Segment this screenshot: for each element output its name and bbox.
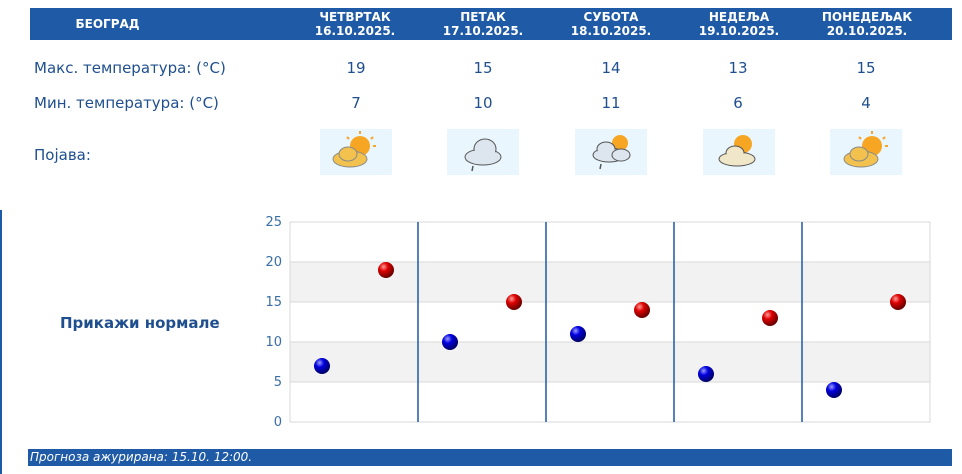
sun-behind-cloud-icon: [830, 129, 902, 175]
min-temp-point: [570, 326, 586, 342]
max-temp-label: Макс. температура: (°C): [34, 59, 226, 77]
sun-behind-cloud-icon: [703, 129, 775, 175]
forecast-header: БЕОГРАД ЧЕТВРТАК 16.10.2025. ПЕТАК 17.10…: [30, 8, 952, 40]
plot-frame: [289, 221, 931, 423]
day-name: ПОНЕДЕЉАК: [821, 10, 913, 24]
city-name: БЕОГРАД: [75, 17, 140, 31]
min-temp-point: [442, 334, 458, 350]
min-temp-point: [698, 366, 714, 382]
min-temp-value: 10: [473, 94, 493, 112]
y-tick-label: 25: [265, 215, 282, 230]
y-tick-label: 5: [274, 375, 282, 390]
min-temp-value: 11: [601, 94, 621, 112]
rain-cloud-icon: [447, 129, 519, 175]
footer-text: Прогноза ажурирана: 15.10. 12:00.: [30, 450, 253, 464]
max-temp-value: 13: [728, 59, 748, 77]
sun-cloud-rain-icon: [575, 129, 647, 175]
y-tick-label: 10: [265, 335, 282, 350]
day-header-5: ПОНЕДЕЉАК 20.10.2025.: [802, 8, 932, 40]
min-temp-point: [826, 382, 842, 398]
sun-behind-cloud-icon: [320, 129, 392, 175]
max-temp-point: [762, 310, 778, 326]
min-temp-value: 7: [351, 94, 361, 112]
day-header-1: ЧЕТВРТАК 16.10.2025.: [290, 8, 420, 40]
min-temp-value: 6: [733, 94, 743, 112]
day-date: 17.10.2025.: [442, 24, 524, 38]
max-temp-value: 15: [473, 59, 493, 77]
max-temp-point: [890, 294, 906, 310]
left-border: [0, 210, 2, 474]
y-tick-label: 20: [265, 255, 282, 270]
max-temp-value: 15: [856, 59, 876, 77]
min-temp-label: Мин. температура: (°C): [34, 94, 219, 112]
day-name: НЕДЕЉА: [708, 10, 770, 24]
day-header-3: СУБОТА 18.10.2025.: [546, 8, 676, 40]
min-temp-value: 4: [861, 94, 871, 112]
day-name: ЧЕТВРТАК: [319, 10, 391, 24]
grid-band: [290, 342, 930, 382]
day-name: ПЕТАК: [460, 10, 506, 24]
grid-band: [290, 262, 930, 302]
day-date: 20.10.2025.: [826, 24, 908, 38]
max-temp-value: 14: [601, 59, 621, 77]
forecast-updated-footer: Прогноза ажурирана: 15.10. 12:00.: [28, 449, 952, 466]
y-tick-label: 0: [274, 415, 282, 428]
max-temp-value: 19: [346, 59, 366, 77]
weather-label: Појава:: [34, 146, 91, 164]
day-header-4: НЕДЕЉА 19.10.2025.: [674, 8, 804, 40]
day-date: 16.10.2025.: [314, 24, 396, 38]
show-normals-link[interactable]: Прикажи нормале: [60, 314, 220, 332]
min-temp-point: [314, 358, 330, 374]
day-date: 18.10.2025.: [570, 24, 652, 38]
max-temp-point: [378, 262, 394, 278]
max-temp-point: [634, 302, 650, 318]
day-header-2: ПЕТАК 17.10.2025.: [418, 8, 548, 40]
day-date: 19.10.2025.: [698, 24, 780, 38]
day-name: СУБОТА: [583, 10, 639, 24]
y-tick-label: 15: [265, 295, 282, 310]
max-temp-point: [506, 294, 522, 310]
temperature-chart: 0 5 10 15 20 25: [265, 215, 931, 428]
